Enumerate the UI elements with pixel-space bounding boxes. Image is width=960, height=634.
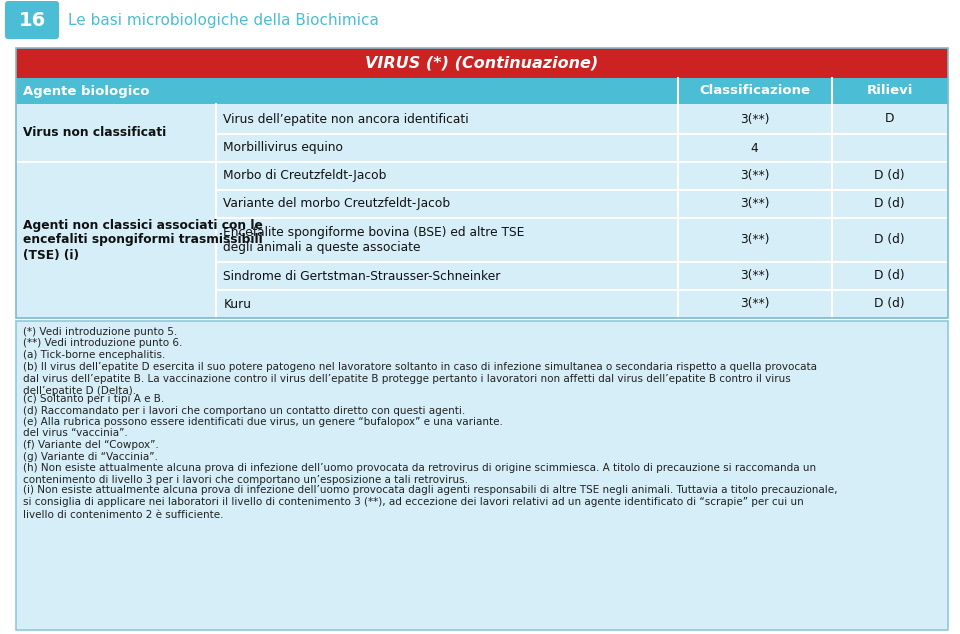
Text: (h) Non esiste attualmente alcuna prova di infezione dell’uomo provocata da retr: (h) Non esiste attualmente alcuna prova … bbox=[23, 463, 816, 486]
Text: D (d): D (d) bbox=[875, 169, 905, 183]
Text: VIRUS (*) (Continuazione): VIRUS (*) (Continuazione) bbox=[366, 56, 599, 70]
Text: Kuru: Kuru bbox=[224, 297, 252, 311]
Text: (f) Variante del “Cowpox”.: (f) Variante del “Cowpox”. bbox=[23, 440, 158, 450]
Bar bbox=[16, 134, 948, 162]
Bar bbox=[16, 48, 948, 78]
Bar bbox=[16, 190, 948, 218]
Text: 16: 16 bbox=[18, 11, 46, 30]
Text: 3(**): 3(**) bbox=[740, 198, 769, 210]
Bar bbox=[16, 48, 948, 318]
Text: Morbillivirus equino: Morbillivirus equino bbox=[224, 141, 344, 155]
Text: del virus “vaccinia”.: del virus “vaccinia”. bbox=[23, 429, 128, 439]
Text: (c) Soltanto per i tipi A e B.: (c) Soltanto per i tipi A e B. bbox=[23, 394, 164, 404]
Bar bbox=[16, 104, 948, 134]
Text: D (d): D (d) bbox=[875, 269, 905, 283]
Text: D (d): D (d) bbox=[875, 297, 905, 311]
Text: (a) Tick-borne encephalitis.: (a) Tick-borne encephalitis. bbox=[23, 350, 165, 360]
Text: (b) Il virus dell’epatite D esercita il suo potere patogeno nel lavoratore solta: (b) Il virus dell’epatite D esercita il … bbox=[23, 361, 817, 396]
Bar bbox=[16, 162, 948, 190]
Text: D: D bbox=[885, 112, 895, 126]
Bar bbox=[16, 218, 948, 262]
Text: Rilievi: Rilievi bbox=[867, 84, 913, 98]
Text: 3(**): 3(**) bbox=[740, 269, 769, 283]
FancyBboxPatch shape bbox=[5, 1, 59, 39]
Text: Le basi microbiologiche della Biochimica: Le basi microbiologiche della Biochimica bbox=[68, 13, 379, 27]
Text: 3(**): 3(**) bbox=[740, 169, 769, 183]
Text: 4: 4 bbox=[751, 141, 758, 155]
Bar bbox=[16, 321, 948, 630]
Text: D (d): D (d) bbox=[875, 233, 905, 247]
Text: Agente biologico: Agente biologico bbox=[23, 84, 150, 98]
Text: Classificazione: Classificazione bbox=[699, 84, 810, 98]
Bar bbox=[16, 78, 948, 104]
Text: Encefalite spongiforme bovina (BSE) ed altre TSE
degli animali a queste associat: Encefalite spongiforme bovina (BSE) ed a… bbox=[224, 226, 525, 254]
Text: Sindrome di Gertstman-Strausser-Schneinker: Sindrome di Gertstman-Strausser-Schneink… bbox=[224, 269, 501, 283]
Text: (d) Raccomandato per i lavori che comportano un contatto diretto con questi agen: (d) Raccomandato per i lavori che compor… bbox=[23, 406, 466, 415]
Bar bbox=[16, 262, 948, 290]
Text: 3(**): 3(**) bbox=[740, 112, 769, 126]
Text: Variante del morbo Creutzfeldt-Jacob: Variante del morbo Creutzfeldt-Jacob bbox=[224, 198, 450, 210]
Text: (i) Non esiste attualmente alcuna prova di infezione dell’uomo provocata dagli a: (i) Non esiste attualmente alcuna prova … bbox=[23, 485, 837, 520]
Text: (**) Vedi introduzione punto 6.: (**) Vedi introduzione punto 6. bbox=[23, 339, 182, 349]
Text: 3(**): 3(**) bbox=[740, 297, 769, 311]
Text: 3(**): 3(**) bbox=[740, 233, 769, 247]
Text: Virus dell’epatite non ancora identificati: Virus dell’epatite non ancora identifica… bbox=[224, 112, 469, 126]
Text: Morbo di Creutzfeldt-Jacob: Morbo di Creutzfeldt-Jacob bbox=[224, 169, 387, 183]
Text: D (d): D (d) bbox=[875, 198, 905, 210]
Text: (e) Alla rubrica possono essere identificati due virus, un genere “bufalopox” e : (e) Alla rubrica possono essere identifi… bbox=[23, 417, 503, 427]
Text: (g) Variante di “Vaccinia”.: (g) Variante di “Vaccinia”. bbox=[23, 451, 157, 462]
Bar bbox=[16, 290, 948, 318]
Text: Virus non classificati: Virus non classificati bbox=[23, 127, 166, 139]
Text: Agenti non classici associati con le
encefaliti spongiformi trasmissibili
(TSE) : Agenti non classici associati con le enc… bbox=[23, 219, 263, 261]
Text: (*) Vedi introduzione punto 5.: (*) Vedi introduzione punto 5. bbox=[23, 327, 178, 337]
